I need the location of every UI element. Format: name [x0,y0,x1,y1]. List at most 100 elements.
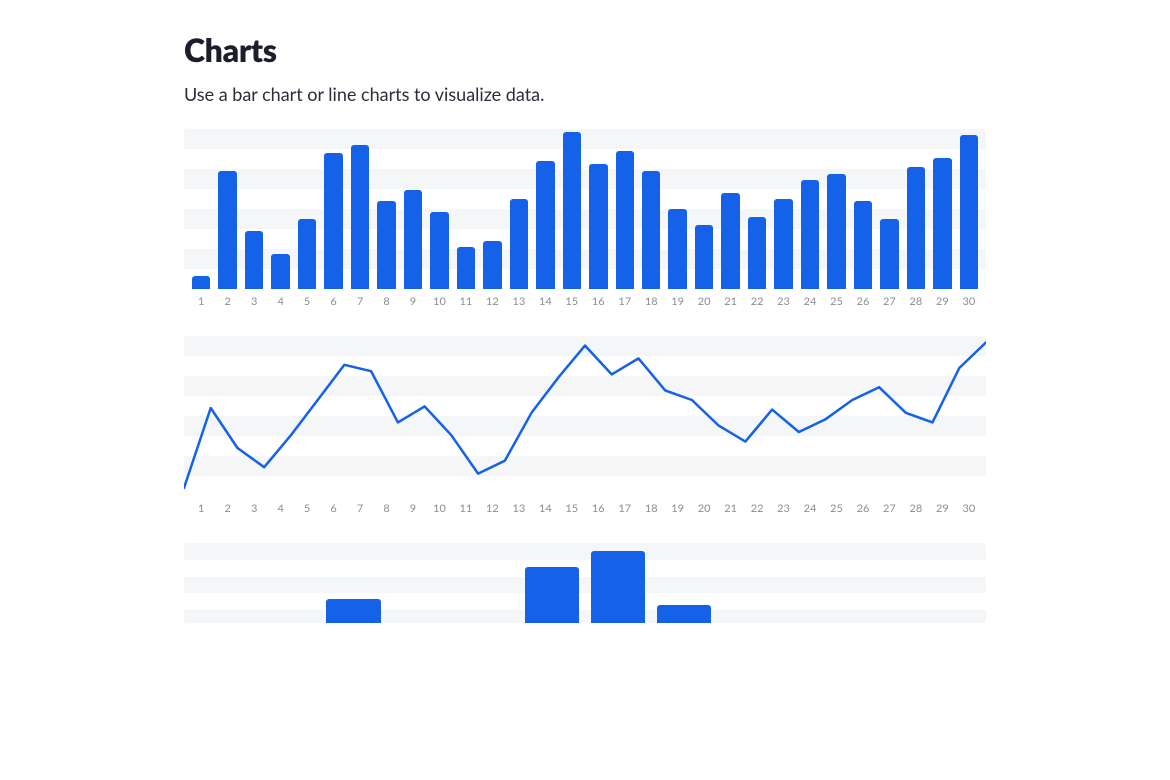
x-tick: 12 [479,502,505,515]
line_chart_30: 1234567891011121314151617181920212223242… [184,336,986,515]
x-tick: 7 [347,295,373,308]
x-tick: 7 [347,502,373,515]
bar [351,145,369,289]
bar [933,158,951,289]
line-plot [184,336,986,496]
x-tick: 19 [664,502,690,515]
bars-area [184,543,986,623]
chart-frame [184,543,986,623]
x-tick: 30 [956,295,982,308]
bar [298,219,316,289]
x-tick: 21 [717,295,743,308]
bar [192,276,210,289]
x-tick: 20 [691,295,717,308]
chart-frame [184,336,986,496]
x-tick: 13 [506,502,532,515]
page-subtitle: Use a bar chart or line charts to visual… [184,83,986,105]
x-tick: 3 [241,502,267,515]
x-tick: 20 [691,502,717,515]
x-tick: 15 [559,502,585,515]
bar [536,161,554,289]
bar [774,199,792,289]
chart-frame [184,129,986,289]
bar [748,217,766,289]
x-tick: 10 [426,502,452,515]
x-tick: 25 [823,295,849,308]
x-tick: 28 [903,502,929,515]
x-tick: 4 [267,502,293,515]
x-tick: 18 [638,295,664,308]
bar [326,599,380,623]
x-tick: 22 [744,502,770,515]
bar [907,167,925,289]
x-tick: 27 [876,502,902,515]
bar [695,225,713,289]
x-tick: 19 [664,295,690,308]
x-tick: 1 [188,295,214,308]
x-tick: 18 [638,502,664,515]
x-axis: 1234567891011121314151617181920212223242… [184,496,986,515]
x-tick: 25 [823,502,849,515]
x-axis: 1234567891011121314151617181920212223242… [184,289,986,308]
x-tick: 14 [532,295,558,308]
bar [510,199,528,289]
x-tick: 17 [612,295,638,308]
x-tick: 4 [267,295,293,308]
x-tick: 23 [770,295,796,308]
x-tick: 6 [320,502,346,515]
x-tick: 16 [585,502,611,515]
x-tick: 13 [506,295,532,308]
x-tick: 3 [241,295,267,308]
x-tick: 8 [373,295,399,308]
x-tick: 26 [850,295,876,308]
x-tick: 28 [903,295,929,308]
x-tick: 9 [400,502,426,515]
x-tick: 8 [373,502,399,515]
x-tick: 30 [956,502,982,515]
bar [960,135,978,289]
x-tick: 12 [479,295,505,308]
x-tick: 24 [797,502,823,515]
x-tick: 5 [294,502,320,515]
bar [642,171,660,289]
x-tick: 29 [929,502,955,515]
bar [218,171,236,289]
bar [430,212,448,289]
bar [563,132,581,289]
bar [404,190,422,289]
x-tick: 2 [214,502,240,515]
bar [525,567,579,623]
x-tick: 29 [929,295,955,308]
x-tick: 24 [797,295,823,308]
x-tick: 6 [320,295,346,308]
x-tick: 15 [559,295,585,308]
bar [880,219,898,289]
bar [324,153,342,289]
x-tick: 10 [426,295,452,308]
bar [589,164,607,289]
bar_chart_30: 1234567891011121314151617181920212223242… [184,129,986,308]
x-tick: 22 [744,295,770,308]
bar [801,180,819,289]
bar [657,605,711,623]
x-tick: 16 [585,295,611,308]
x-tick: 21 [717,502,743,515]
x-tick: 5 [294,295,320,308]
bar [245,231,263,289]
x-tick: 23 [770,502,796,515]
x-tick: 11 [453,502,479,515]
bar [827,174,845,289]
bar [616,151,634,289]
x-tick: 9 [400,295,426,308]
bar [591,551,645,623]
bar [483,241,501,289]
x-tick: 2 [214,295,240,308]
bar [721,193,739,289]
x-tick: 11 [453,295,479,308]
x-tick: 26 [850,502,876,515]
x-tick: 14 [532,502,558,515]
page-title: Charts [184,30,986,69]
bar [668,209,686,289]
bar [854,201,872,289]
x-tick: 17 [612,502,638,515]
